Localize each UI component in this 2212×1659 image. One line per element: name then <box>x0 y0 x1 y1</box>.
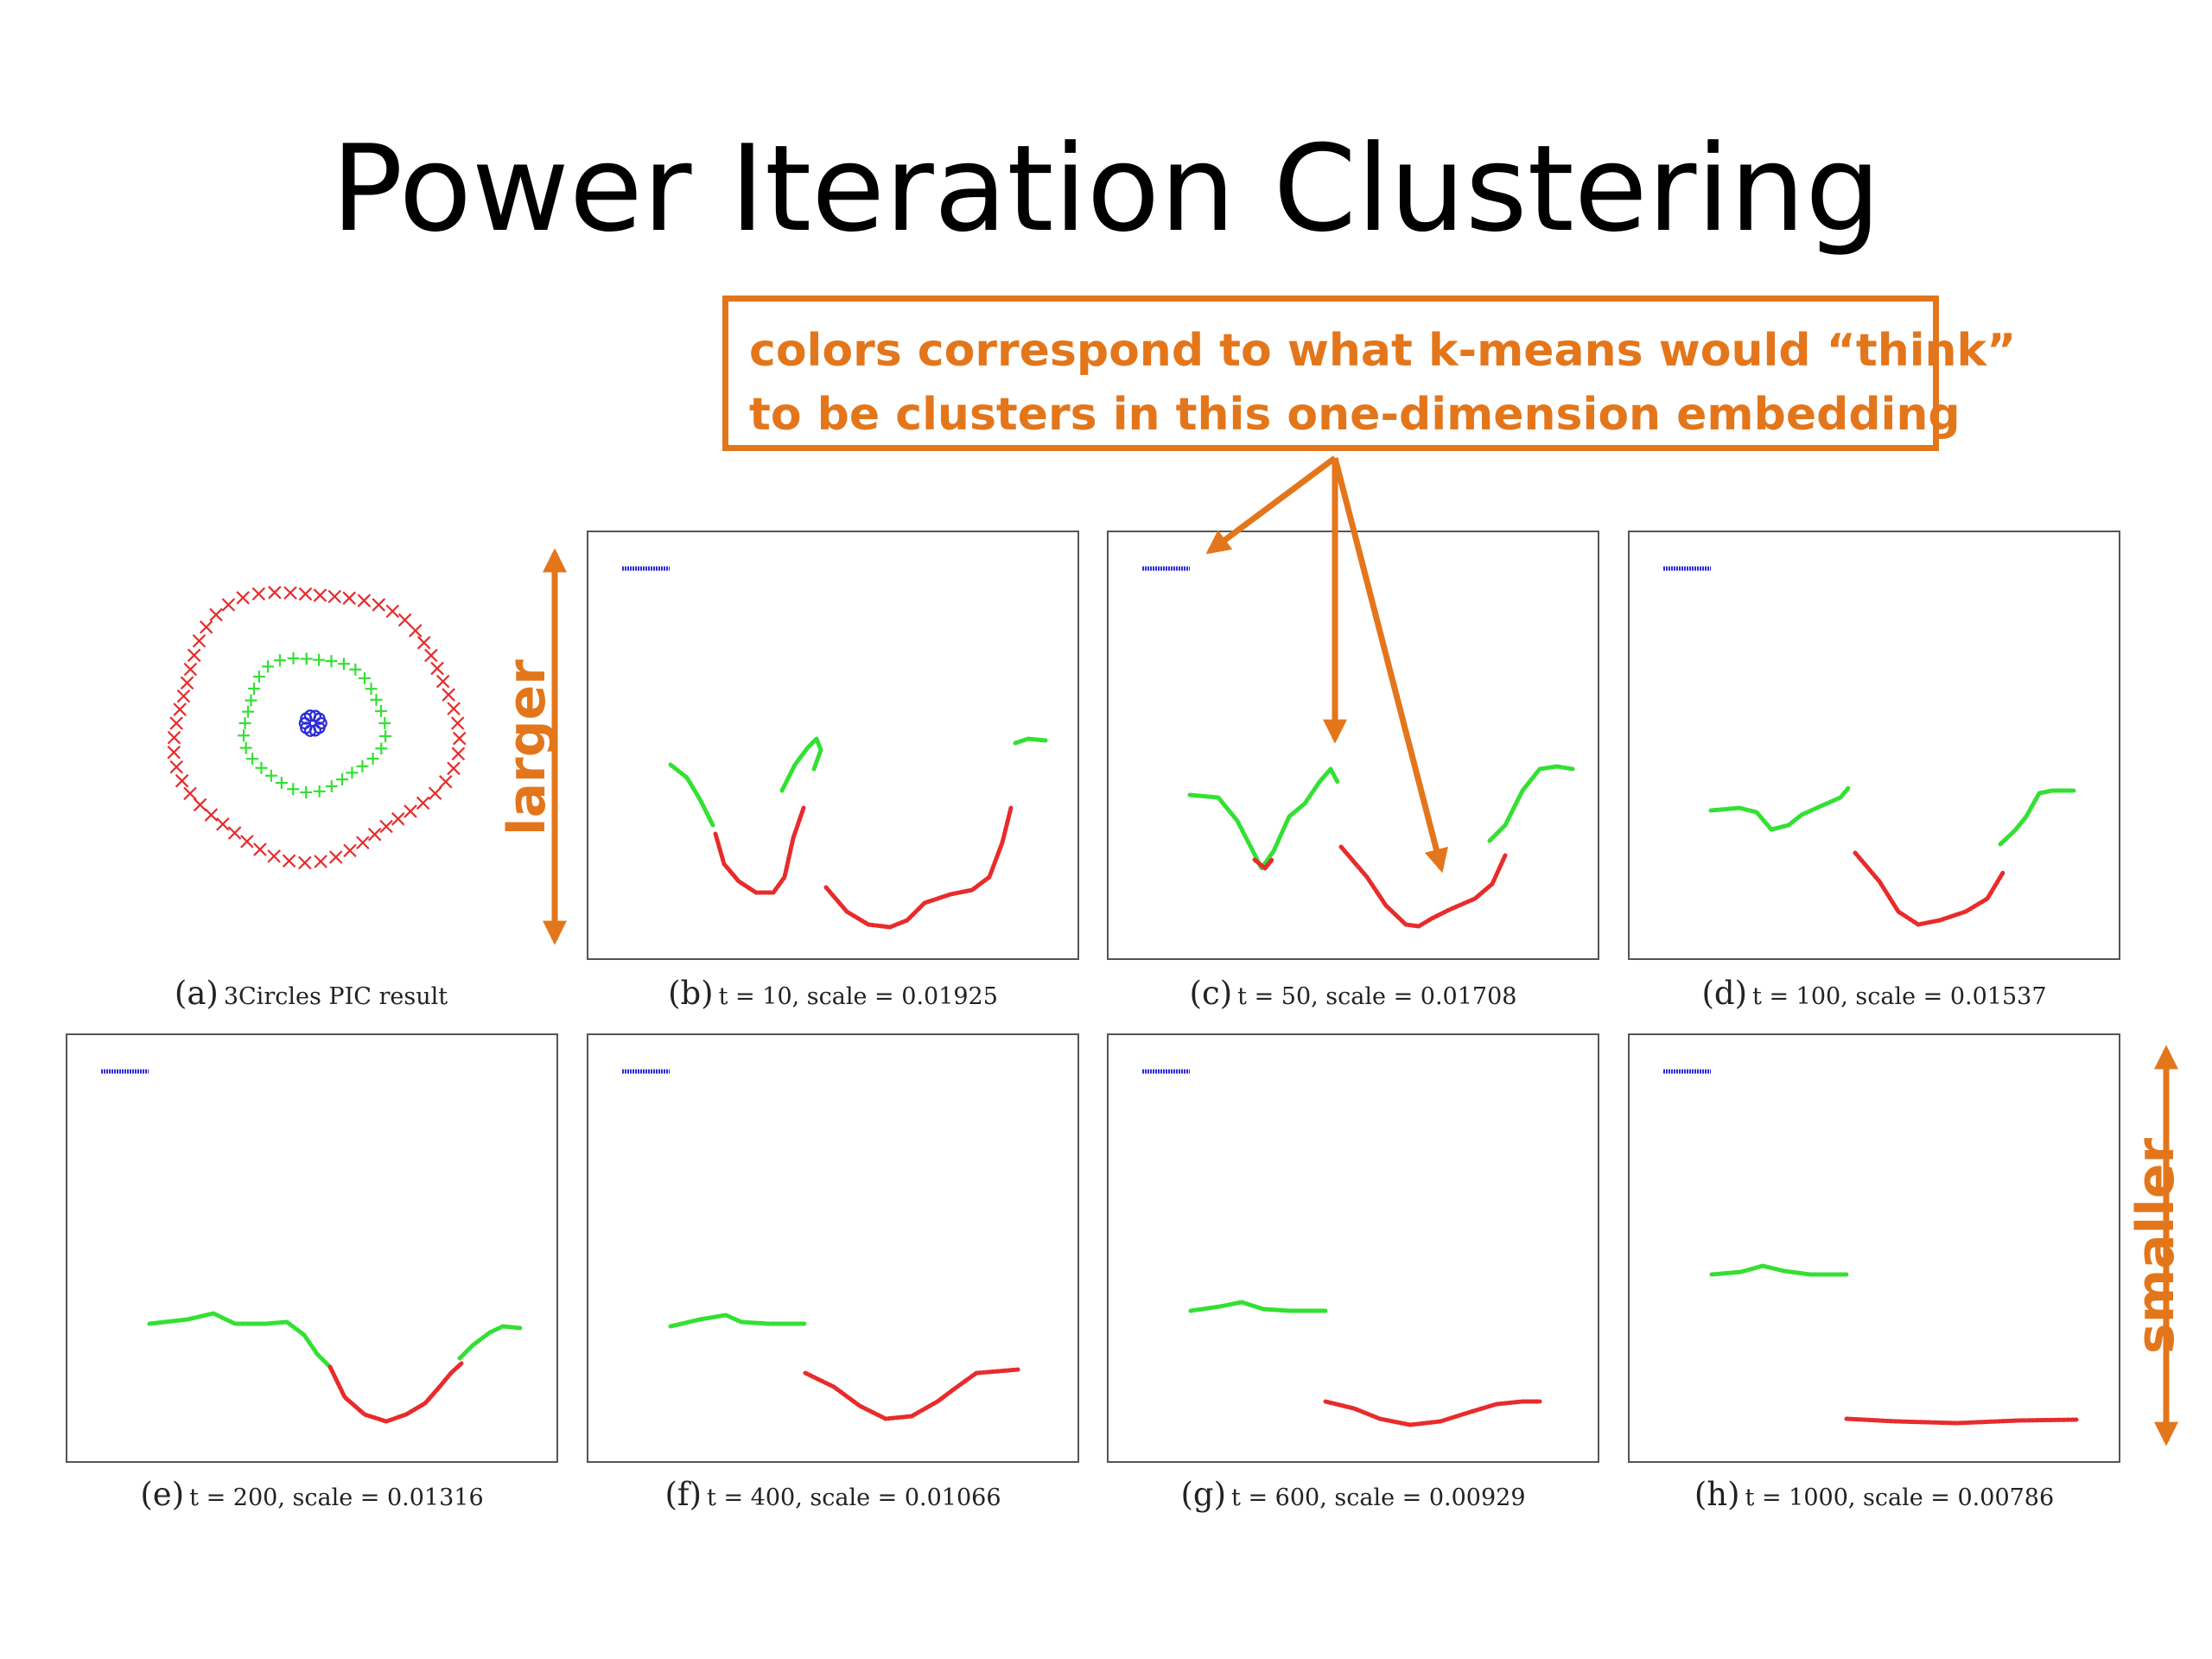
caption-b: (b) t = 10, scale = 0.01925 <box>574 975 1092 1012</box>
plot-frame-f <box>587 1033 1079 1463</box>
outer-ring-red <box>167 585 467 870</box>
caption-b-label: (b) <box>668 975 714 1012</box>
caption-e-label: (e) <box>140 1476 185 1513</box>
callout-box: colors correspond to what k-means would … <box>722 296 2017 451</box>
caption-f-text: t = 400, scale = 0.01066 <box>707 1484 1001 1511</box>
green-cluster-segment <box>668 1313 808 1329</box>
red-cluster-segment <box>1853 850 2005 927</box>
red-cluster-segment <box>823 805 1014 930</box>
caption-e-text: t = 200, scale = 0.01316 <box>189 1484 484 1511</box>
green-cluster-segment <box>1487 764 1575 843</box>
curve-panel-h <box>1663 1069 2079 1426</box>
plot-frame-g <box>1107 1033 1599 1463</box>
embedding-curves <box>101 566 2079 1427</box>
caption-g-text: t = 600, scale = 0.00929 <box>1231 1484 1526 1511</box>
caption-c-label: (c) <box>1189 975 1233 1012</box>
red-cluster-segment <box>1844 1416 2079 1426</box>
three-circles-scatter <box>167 585 467 870</box>
caption-f: (f) t = 400, scale = 0.01066 <box>574 1476 1092 1513</box>
smaller-label: smaller <box>2126 1137 2186 1354</box>
callout-arrows <box>543 455 2178 1446</box>
caption-g-label: (g) <box>1180 1476 1227 1513</box>
caption-a-text: 3Circles PIC result <box>223 983 448 1010</box>
callout-line-1: colors correspond to what k-means would … <box>749 325 2017 377</box>
middle-ring-green <box>238 652 392 799</box>
green-cluster-segment <box>1013 736 1048 746</box>
plot-frame-b <box>587 531 1079 960</box>
callout-line-2: to be clusters in this one-dimension emb… <box>749 389 1961 441</box>
red-cluster-segment <box>1323 1399 1542 1427</box>
caption-f-label: (f) <box>664 1476 702 1513</box>
plot-frame-e <box>66 1033 558 1463</box>
green-cluster-segment <box>1709 1263 1849 1277</box>
curve-panel-e <box>101 1069 523 1424</box>
red-cluster-segment <box>713 805 806 895</box>
curve-panel-b <box>622 566 1048 930</box>
arrow-to-blue-cluster <box>1205 455 1338 555</box>
caption-d-label: (d) <box>1701 975 1748 1012</box>
caption-a-label: (a) <box>174 975 219 1012</box>
green-cluster-segment <box>1187 766 1340 871</box>
caption-d: (d) t = 100, scale = 0.01537 <box>1615 975 2133 1012</box>
caption-h-label: (h) <box>1694 1476 1740 1513</box>
green-cluster-segment <box>147 1311 333 1370</box>
caption-c: (c) t = 50, scale = 0.01708 <box>1094 975 1612 1012</box>
plot-frame-d <box>1628 531 2120 960</box>
green-cluster-segment <box>1998 788 2076 847</box>
caption-h-text: t = 1000, scale = 0.00786 <box>1745 1484 2055 1511</box>
caption-h: (h) t = 1000, scale = 0.00786 <box>1615 1476 2133 1513</box>
red-cluster-segment <box>1252 857 1274 871</box>
caption-d-text: t = 100, scale = 0.01537 <box>1752 983 2047 1010</box>
caption-b-text: t = 10, scale = 0.01925 <box>718 983 998 1010</box>
caption-c-text: t = 50, scale = 0.01708 <box>1237 983 1517 1010</box>
green-cluster-segment <box>1708 785 1852 832</box>
red-cluster-segment <box>1338 844 1508 929</box>
curve-panel-g <box>1142 1069 1542 1427</box>
red-cluster-segment <box>803 1367 1020 1421</box>
green-cluster-segment <box>1188 1300 1328 1313</box>
caption-g: (g) t = 600, scale = 0.00929 <box>1094 1476 1612 1513</box>
caption-e: (e) t = 200, scale = 0.01316 <box>53 1476 571 1513</box>
plot-frame-h <box>1628 1033 2120 1463</box>
curve-panel-f <box>622 1069 1020 1421</box>
larger-label: larger <box>497 659 557 836</box>
caption-a: (a) 3Circles PIC result <box>52 975 570 1012</box>
arrow-to-red-valley <box>1332 457 1448 874</box>
green-cluster-segment <box>668 762 715 828</box>
green-cluster-segment <box>779 736 823 793</box>
curve-panel-d <box>1663 566 2076 927</box>
curve-panel-c <box>1142 566 1575 929</box>
green-cluster-segment <box>457 1324 523 1361</box>
red-cluster-segment <box>327 1360 465 1424</box>
slide-title: Power Iteration Clustering <box>331 119 1881 258</box>
inner-cluster-blue <box>298 709 327 737</box>
plot-frame-c <box>1107 531 1599 960</box>
